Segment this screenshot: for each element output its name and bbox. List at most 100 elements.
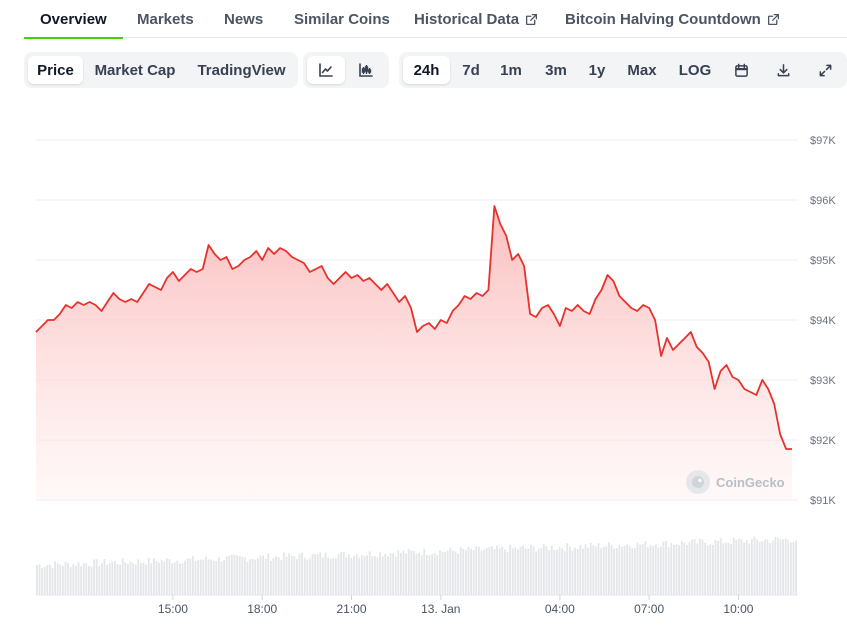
volume-bar	[462, 549, 465, 595]
download-button[interactable]	[767, 56, 799, 84]
x-tick-label: 15:00	[158, 602, 188, 616]
volume-bar	[571, 550, 574, 595]
line-chart-button[interactable]	[307, 56, 345, 84]
fullscreen-button[interactable]	[809, 56, 841, 84]
volume-bar	[361, 555, 363, 595]
volume-bar	[371, 556, 374, 595]
volume-bar	[769, 542, 771, 595]
volume-bar	[194, 561, 197, 595]
volume-bar	[795, 540, 797, 595]
volume-bar	[439, 550, 441, 595]
candlestick-chart-button[interactable]	[347, 56, 385, 84]
price-button[interactable]: Price	[28, 56, 83, 84]
volume-bar	[740, 539, 743, 595]
volume-bar	[293, 556, 296, 595]
tab-similar-coins[interactable]: Similar Coins	[294, 0, 390, 38]
volume-bar	[719, 537, 722, 595]
x-tick-label: 21:00	[336, 602, 366, 616]
range-max-button[interactable]: Max	[627, 61, 657, 79]
volume-bar	[470, 548, 472, 595]
tab-overview[interactable]: Overview	[24, 0, 123, 39]
range-1y-button[interactable]: 1y	[588, 61, 606, 79]
volume-bar	[441, 551, 444, 595]
volume-bar	[784, 538, 787, 595]
volume-bar	[56, 563, 59, 595]
volume-bar	[535, 551, 537, 595]
volume-bar	[756, 539, 758, 595]
y-tick-label: $97K	[810, 135, 836, 147]
volume-bar	[111, 562, 114, 595]
date-range-button[interactable]	[725, 56, 757, 84]
volume-bar	[290, 555, 293, 595]
volume-bar	[545, 546, 548, 595]
volume-bar	[782, 539, 784, 595]
volume-bar	[322, 557, 324, 595]
watermark-text: CoinGecko	[716, 474, 785, 490]
volume-bar	[657, 547, 660, 595]
tab-bitcoin-halving-countdown[interactable]: Bitcoin Halving Countdown	[565, 0, 780, 38]
volume-bar	[636, 542, 639, 595]
volume-bar	[537, 548, 540, 595]
y-tick-label: $95K	[810, 255, 836, 267]
range-7d-button[interactable]: 7d	[462, 61, 480, 79]
volume-bar	[524, 548, 527, 595]
volume-bar	[384, 553, 387, 595]
volume-bar	[197, 560, 199, 595]
volume-bar	[407, 548, 410, 595]
volume-bar	[446, 550, 449, 595]
volume-bar	[394, 556, 397, 595]
volume-bar	[649, 544, 652, 595]
volume-bar	[532, 546, 535, 595]
volume-bar	[647, 547, 649, 595]
volume-bar	[623, 545, 626, 595]
tab-historical-data[interactable]: Historical Data	[414, 0, 538, 38]
volume-bar	[706, 545, 709, 595]
range-1m-button[interactable]: 1m	[500, 61, 522, 79]
volume-bar	[301, 552, 303, 595]
volume-bar	[171, 563, 173, 595]
market-cap-button[interactable]: Market Cap	[94, 61, 176, 79]
volume-bar	[95, 559, 98, 595]
volume-bar	[355, 554, 358, 595]
external-link-icon	[526, 13, 538, 25]
volume-bar	[277, 557, 280, 595]
volume-bar	[727, 542, 730, 595]
range-3m-button[interactable]: 3m	[545, 61, 567, 79]
range-24h-button[interactable]: 24h	[403, 56, 450, 84]
volume-bar	[530, 545, 532, 595]
volume-bar	[353, 555, 355, 595]
volume-bar	[615, 547, 618, 595]
volume-bar	[496, 545, 498, 595]
volume-bar	[350, 557, 353, 595]
volume-bar	[467, 547, 470, 595]
log-scale-button[interactable]: LOG	[678, 61, 712, 79]
volume-bar	[610, 544, 613, 595]
volume-bar	[714, 540, 717, 595]
volume-bar	[569, 546, 571, 595]
volume-bar	[766, 539, 769, 595]
y-axis: $91K $92K $93K $94K $95K $96K $97K	[810, 135, 836, 507]
tab-markets[interactable]: Markets	[137, 0, 194, 38]
volume-bar	[641, 543, 644, 595]
tradingview-button[interactable]: TradingView	[197, 61, 286, 79]
volume-bar	[613, 548, 615, 595]
volume-bar	[376, 557, 379, 595]
volume-bar	[712, 544, 714, 595]
volume-bar	[790, 542, 792, 595]
volume-bar	[725, 542, 727, 595]
tab-news[interactable]: News	[224, 0, 263, 38]
candlestick-chart-icon	[359, 63, 373, 77]
volume-bar	[576, 549, 579, 595]
volume-bar	[246, 561, 249, 595]
volume-bar	[108, 563, 111, 595]
volume-bar	[680, 541, 683, 595]
volume-bar	[173, 562, 176, 595]
volume-bar	[699, 538, 701, 595]
volume-bar	[431, 554, 433, 595]
volume-bar	[192, 556, 194, 595]
volume-bar	[101, 563, 103, 595]
volume-bar	[753, 536, 756, 595]
volume-bar	[199, 559, 202, 595]
volume-bar	[704, 542, 706, 595]
